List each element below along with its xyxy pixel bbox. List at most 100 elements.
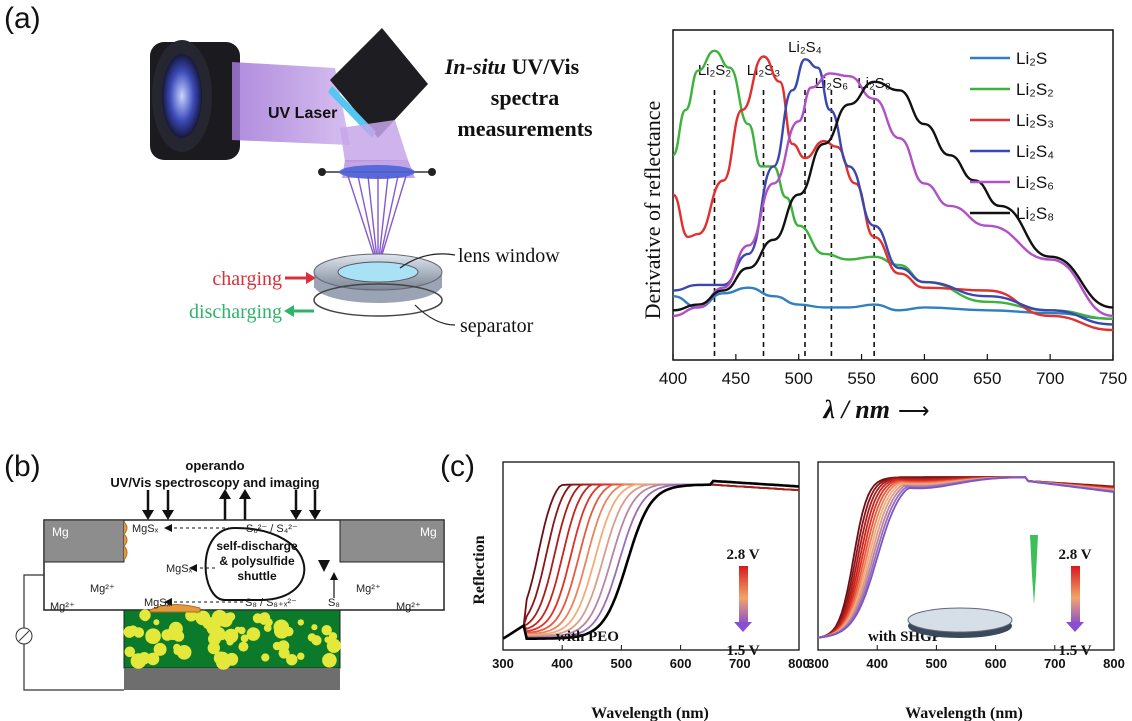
- mg-left-label: Mg: [52, 525, 69, 539]
- tick-label-0: 300: [492, 656, 514, 671]
- probe-arrows: [142, 489, 321, 520]
- sulfur-particle: [274, 623, 290, 639]
- sulfur-particle: [264, 618, 273, 627]
- separator-label: separator: [460, 315, 534, 337]
- sulfur-particle: [246, 627, 261, 641]
- mg-left-electrode: [43, 519, 125, 563]
- rod-end-left: [318, 168, 326, 176]
- sulfur-particle: [240, 634, 249, 643]
- series-line-2: [672, 55, 1114, 332]
- title-rest: UV/Vis: [506, 54, 580, 79]
- apparatus-illustration: [150, 28, 456, 326]
- sulfur-particle: [272, 641, 282, 651]
- panel-label-b: (b): [4, 450, 41, 483]
- sulfur-particle: [261, 653, 270, 662]
- series-line-3: [672, 58, 1114, 326]
- sulfur-particle: [176, 645, 192, 660]
- curve-11: [817, 476, 1115, 639]
- chart-c1-ylabel: Reflection: [471, 535, 488, 604]
- sulfur-particle: [153, 642, 167, 656]
- sulfur-particle: [202, 616, 216, 630]
- shuttle-loop: [204, 527, 306, 601]
- sulfur-particle: [328, 632, 338, 641]
- focusing-lens: [339, 165, 415, 179]
- mgsx-label-2: MgSₓ: [166, 563, 193, 575]
- x-tick-label-3: 550: [847, 369, 875, 388]
- flux-arrowhead-2: [189, 564, 197, 572]
- sulfur-particle: [252, 613, 263, 624]
- legend-label-4: Li₂S₆: [1016, 173, 1054, 192]
- c2-voltage-top: 2.8 V: [1058, 547, 1091, 563]
- reflection-chart-peo: 300 400 500 600 700 800 Reflection Wavelength…: [471, 461, 810, 721]
- c2-voltage-bar: [1071, 566, 1080, 624]
- flux-arrowhead-3: [164, 598, 172, 606]
- tick-label-2: 500: [611, 656, 633, 671]
- panel-label-c: (c): [440, 450, 475, 483]
- sulfur-particle: [146, 652, 160, 666]
- mg2-label-a: Mg²⁺: [90, 583, 115, 595]
- discharging-arrowhead: [284, 305, 294, 317]
- mg-right-label: Mg: [420, 525, 437, 539]
- sulfur-particle: [297, 652, 305, 660]
- apparatus-title-line3: measurements: [457, 116, 593, 141]
- sulfur-particle: [238, 641, 249, 652]
- separator-leader: [414, 304, 456, 326]
- focused-rays: [347, 175, 407, 269]
- c2-voltage-arrow: [1066, 622, 1084, 632]
- cathode-particles: [123, 609, 341, 670]
- sulfur-particle: [286, 654, 298, 666]
- sulfur-particle: [140, 656, 149, 665]
- x-tick-label-5: 650: [973, 369, 1001, 388]
- sulfur-particle: [278, 647, 290, 659]
- tick-label-0: 300: [807, 656, 829, 671]
- charging-arrowhead: [306, 272, 316, 284]
- tick-label-5: 800: [1103, 656, 1125, 671]
- sulfur-particle: [153, 619, 160, 626]
- tick-label-5: 800: [788, 656, 810, 671]
- shuttle-label-2: & polysulfide: [219, 554, 295, 568]
- rod-end-right: [428, 168, 436, 176]
- series-line-0: [672, 286, 1114, 320]
- c2-voltage-bottom: 1.5 V: [1058, 643, 1091, 659]
- sulfur-particle: [208, 632, 221, 646]
- sulfur-particle: [145, 632, 156, 644]
- laser-aperture: [162, 54, 202, 138]
- species-bottom-label: S₈ / S₈₊ₓ²⁻: [245, 597, 297, 609]
- curve-11: [502, 479, 800, 640]
- laser-beam: [232, 62, 350, 145]
- sulfur-particle: [234, 626, 241, 633]
- x-tick-label-2: 500: [785, 369, 813, 388]
- c1-voltage-top: 2.8 V: [726, 547, 759, 563]
- sulfur-particle: [330, 643, 338, 651]
- disk-top: [907, 607, 1013, 633]
- sulfur-particle: [297, 619, 304, 626]
- mg2-label-d: Mg²⁺: [396, 601, 421, 613]
- x-tick-label-6: 700: [1036, 369, 1064, 388]
- sulfur-particle: [213, 651, 227, 665]
- apparatus-title-line1: In-situ UV/Vis: [444, 54, 580, 79]
- discharging-label: discharging: [189, 301, 282, 323]
- sulfur-particle: [124, 646, 136, 658]
- sulfur-particle: [211, 609, 228, 626]
- tick-label-2: 500: [926, 656, 948, 671]
- probe-tip: [1030, 535, 1038, 605]
- tick-label-1: 400: [551, 656, 573, 671]
- lens-window: [337, 261, 419, 283]
- sulfur-particle: [123, 626, 136, 638]
- c1-voltage-bar: [739, 566, 748, 624]
- sulfur-particle: [321, 625, 332, 636]
- tick-label-1: 400: [866, 656, 888, 671]
- lens-window-label: lens window: [458, 245, 560, 267]
- title-italic: In-situ: [444, 54, 506, 79]
- s8-arrowhead: [330, 572, 338, 580]
- mgsx-label-3: MgSₓ: [144, 597, 171, 609]
- operando-title-1: operando: [185, 458, 244, 473]
- legend-label-3: Li₂S₄: [1016, 142, 1054, 161]
- x-tick-label-1: 450: [722, 369, 750, 388]
- sulfur-particle: [322, 653, 337, 668]
- chart-a-ylabel: Derivative of reflectance: [640, 101, 665, 320]
- dashed-flux-arrows: [170, 527, 243, 603]
- legend-label-1: Li₂S₂: [1016, 80, 1054, 99]
- ammeter-needle: [18, 630, 30, 642]
